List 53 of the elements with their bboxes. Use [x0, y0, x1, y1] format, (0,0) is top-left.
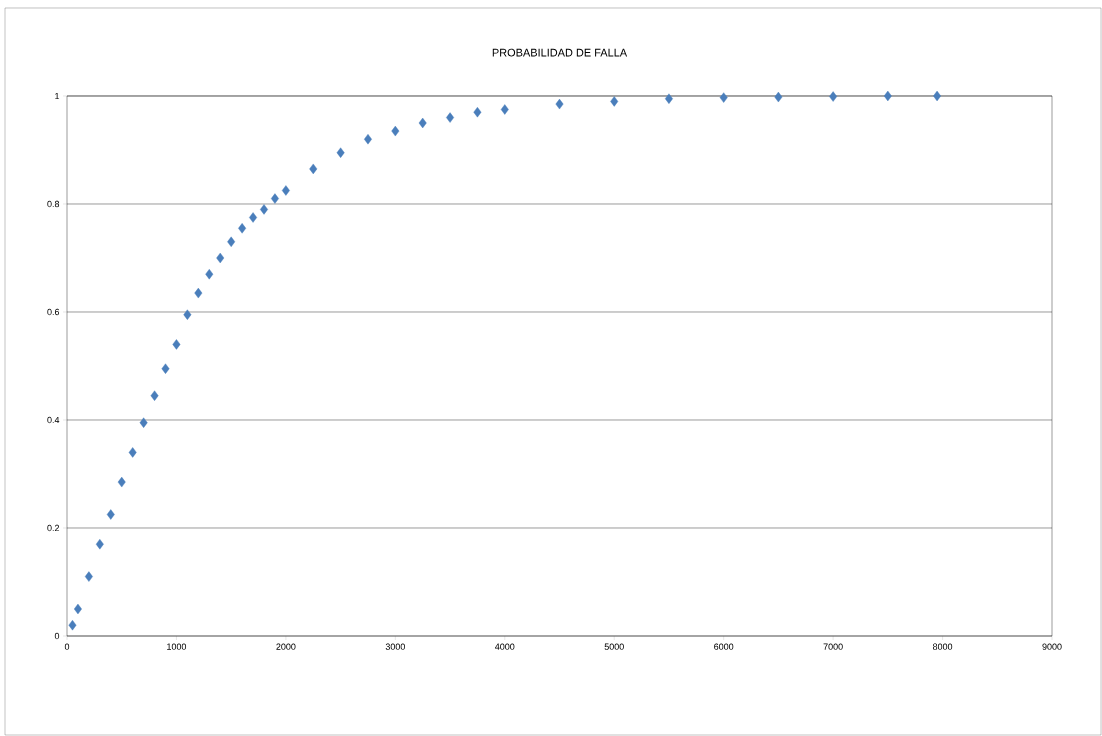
point: [555, 98, 564, 110]
point: [106, 509, 115, 520]
x-tick-label: 5000: [604, 643, 624, 650]
point: [336, 147, 345, 158]
y-tick-label: 0.6: [47, 308, 60, 316]
x-tick-label: 8000: [932, 643, 953, 650]
y-tick-label: 1: [55, 92, 60, 100]
y-tick-label: 0.2: [47, 524, 60, 532]
point: [260, 204, 268, 215]
point: [933, 90, 942, 102]
point: [95, 539, 104, 550]
point: [364, 134, 372, 145]
point: [150, 390, 159, 401]
x-tick-label: 1000: [167, 643, 187, 650]
x-tick-label: 2000: [276, 643, 296, 650]
point: [271, 193, 279, 204]
point: [84, 571, 93, 582]
point: [309, 163, 318, 175]
x-tick-label: 6000: [714, 643, 734, 650]
point: [281, 185, 290, 196]
point: [161, 363, 170, 374]
chart-title: PROBABILIDAD DE FALLA: [492, 48, 628, 57]
point: [446, 112, 454, 123]
point: [391, 125, 400, 137]
point: [227, 236, 236, 247]
point: [172, 339, 181, 350]
point: [139, 417, 148, 428]
point: [128, 447, 137, 458]
point: [473, 107, 482, 118]
point: [216, 252, 225, 264]
point: [183, 309, 192, 320]
point: [774, 91, 783, 103]
point: [238, 223, 247, 234]
point: [665, 93, 673, 104]
point: [117, 476, 126, 488]
point: [500, 104, 509, 115]
x-tick-label: 7000: [823, 643, 843, 650]
point: [194, 287, 203, 299]
point: [418, 117, 427, 129]
x-tick-label: 9000: [1042, 643, 1062, 650]
y-tick-label: 0.4: [47, 416, 60, 424]
point: [249, 212, 257, 223]
y-tick-label: 0: [54, 632, 60, 640]
point: [719, 92, 728, 103]
x-tick-label: 0: [64, 643, 70, 650]
point: [829, 91, 838, 102]
point: [68, 620, 77, 631]
y-tick-label: 0.8: [47, 200, 60, 208]
point: [610, 96, 619, 107]
x-tick-label: 4000: [495, 643, 515, 650]
point: [883, 90, 892, 102]
x-tick-label: 3000: [385, 643, 405, 650]
point: [205, 269, 214, 280]
